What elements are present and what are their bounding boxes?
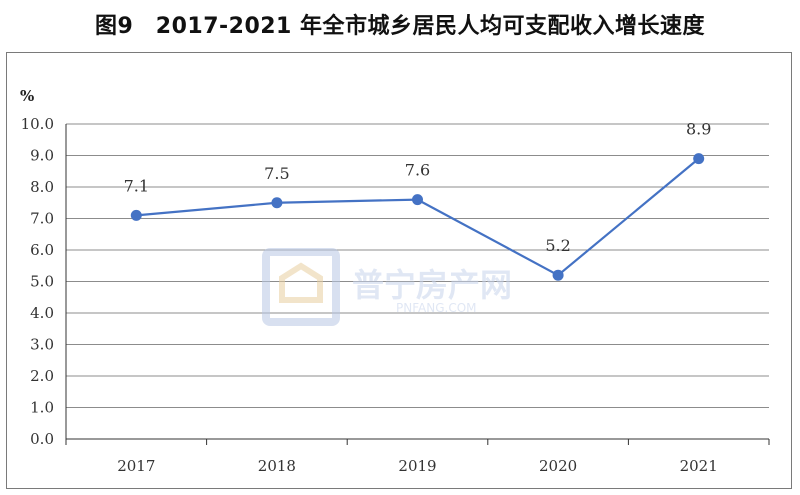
data-label: 8.9 [686,120,711,139]
y-tick-label: 0.0 [30,430,54,448]
y-tick-label: 8.0 [30,178,54,196]
y-tick-label: 7.0 [30,210,54,228]
x-axis: 2017 2018 2019 2020 2021 [65,124,770,475]
data-point [271,197,283,209]
data-label: 5.2 [545,236,570,255]
y-axis-ticks: 0.0 1.0 2.0 3.0 4.0 5.0 6.0 7.0 8.0 9.0 10.0 [21,115,54,448]
gridlines [66,123,769,408]
y-tick-label: 6.0 [30,241,54,259]
series-line [130,153,705,281]
x-tick-label: 2017 [117,457,155,475]
data-label: 7.6 [405,161,430,180]
data-point [552,269,564,281]
x-tick-label: 2018 [258,457,296,475]
data-labels: 7.1 7.5 7.6 5.2 8.9 [124,120,712,256]
y-tick-label: 1.0 [30,399,54,417]
watermark-house-icon [279,262,323,303]
data-point [130,209,142,221]
x-tick-label: 2020 [539,457,577,475]
chart-frame [6,52,792,489]
watermark: 普宁房产网 PNFANG.COM [262,248,512,326]
watermark-logo-icon [262,248,340,326]
watermark-text-en: PNFANG.COM [396,301,477,315]
y-tick-label: 5.0 [30,273,54,291]
data-point [412,194,423,206]
y-tick-label: 10.0 [21,115,54,133]
y-tick-label: 3.0 [30,336,54,354]
data-label: 7.1 [124,176,149,195]
y-tick-label: 2.0 [30,367,54,385]
y-axis-unit: % [20,87,34,105]
chart-title: 图9 2017-2021 年全市城乡居民人均可支配收入增长速度 [94,14,706,39]
watermark-text-cn: 普宁房产网 [352,266,512,304]
x-tick-label: 2021 [680,457,718,475]
data-point [693,153,705,165]
y-tick-label: 4.0 [30,304,54,322]
data-label: 7.5 [264,164,289,183]
y-tick-label: 9.0 [30,147,54,165]
x-tick-label: 2019 [398,457,436,475]
